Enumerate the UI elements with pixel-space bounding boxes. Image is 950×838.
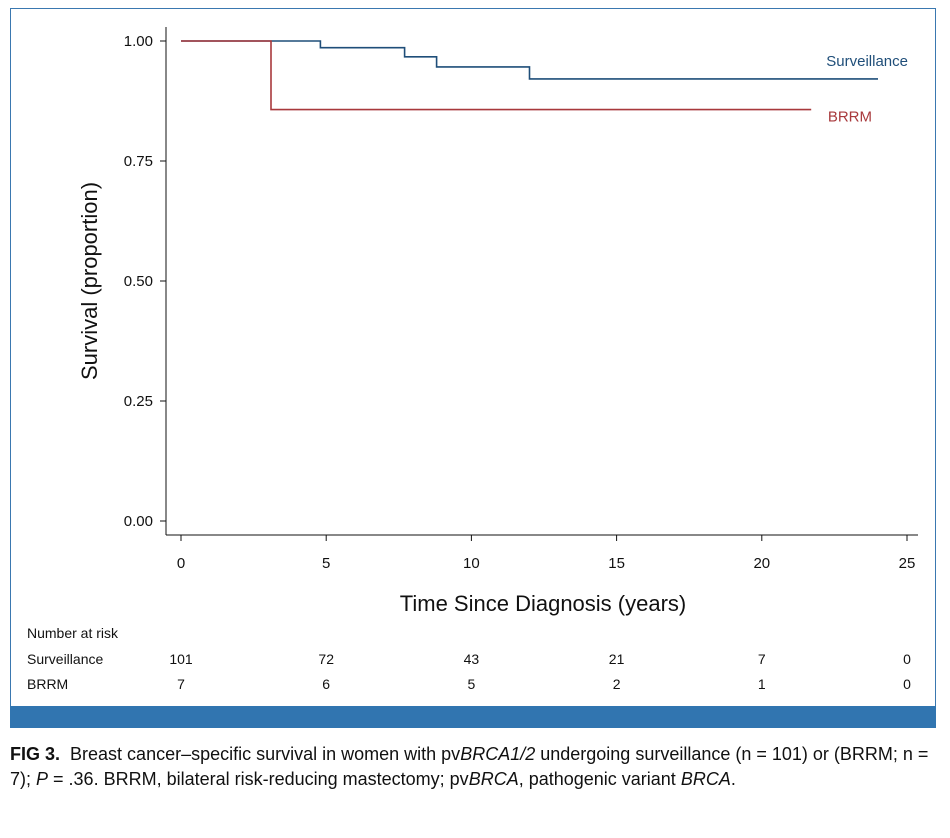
x-ticks: 0 5 10 15 20 25: [177, 535, 916, 572]
caption-italic-1: BRCA1/2: [460, 744, 536, 764]
x-tick-label: 5: [322, 555, 330, 572]
km-chart: 0.000.250.500.751.00 0 5 10 15 20 25 Surveill…: [27, 27, 918, 692]
figure-frame: [10, 8, 936, 728]
y-axis-title: Survival (proportion): [77, 182, 102, 380]
risk-cell: 2: [613, 676, 621, 692]
risk-cell: 7: [177, 676, 185, 692]
x-tick-label: 20: [753, 555, 770, 572]
risk-cell: 72: [318, 651, 334, 667]
x-axis-title: Time Since Diagnosis (years): [400, 591, 687, 616]
caption-text-4: , pathogenic variant: [518, 769, 681, 789]
x-tick-label: 10: [463, 555, 480, 572]
chart-axes: [165, 27, 918, 536]
y-ticks: 0.00 0.25 0.50 0.75 1.00: [124, 33, 166, 530]
caption-italic-2: BRCA: [468, 769, 519, 789]
y-tick-label: 0.00: [124, 513, 153, 530]
figure-bottom-bar: [10, 706, 936, 728]
caption-text-2: undergoing surveillance (n = 101) or (BR…: [10, 744, 929, 789]
x-tick-label: 0: [177, 555, 185, 572]
chart-series: Surveillance BRRM: [181, 40, 908, 126]
caption-text-5: .: [730, 769, 736, 789]
caption-italic-3: BRCA: [680, 769, 731, 789]
caption-text-1: Breast cancer–specific survival in women…: [70, 744, 461, 764]
risk-cell: 43: [464, 651, 480, 667]
y-tick-label: 1.00: [124, 33, 153, 50]
risk-cell: 7: [758, 651, 766, 667]
risk-cell: 1: [758, 676, 766, 692]
caption-fig-label: FIG 3.: [10, 744, 61, 764]
caption-italic-p: P: [36, 769, 49, 789]
risk-row-label: BRRM: [27, 676, 68, 692]
caption-text-3: = .36. BRRM, bilateral risk-reducing mas…: [48, 769, 469, 789]
risk-cell: 21: [609, 651, 625, 667]
y-tick-label: 0.25: [124, 393, 153, 410]
risk-cell: 101: [169, 651, 193, 667]
risk-cell: 0: [903, 676, 911, 692]
risk-cell: 6: [322, 676, 330, 692]
x-tick-label: 15: [608, 555, 625, 572]
series-label-surveillance: Surveillance: [826, 53, 908, 70]
risk-cell: 0: [903, 651, 911, 667]
series-line-surveillance: [181, 40, 878, 80]
x-tick-label: 25: [899, 555, 916, 572]
series-line-brrm: [181, 40, 812, 111]
risk-cell: 5: [468, 676, 476, 692]
risk-table-title: Number at risk: [27, 625, 119, 641]
y-tick-label: 0.75: [124, 153, 153, 170]
y-tick-label: 0.50: [124, 273, 153, 290]
figure-caption: FIG 3. Breast cancer–specific survival i…: [10, 742, 940, 792]
risk-table: Number at risk Surveillance 101 72 43 21 7 0BR…: [27, 625, 911, 692]
series-label-brrm: BRRM: [828, 109, 872, 126]
risk-row-label: Surveillance: [27, 651, 103, 667]
